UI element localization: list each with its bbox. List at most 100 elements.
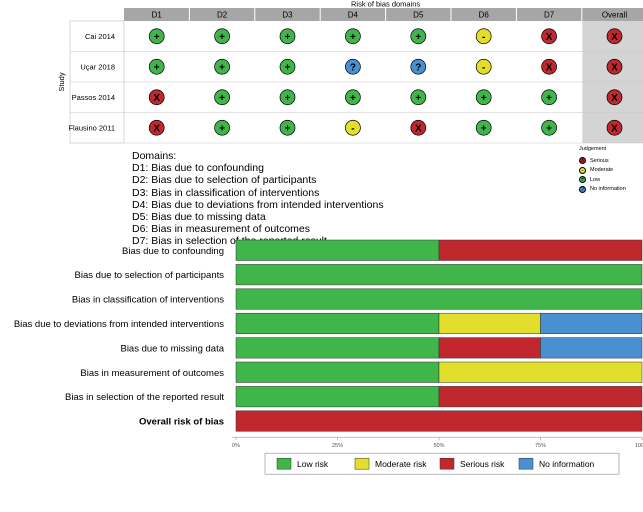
serious-icon — [410, 119, 427, 136]
bar-legend-label: Moderate risk — [375, 459, 427, 469]
bar-segment — [235, 239, 440, 261]
judgement-symbol: ? — [415, 62, 421, 73]
column-header-overall: Overall — [602, 11, 628, 20]
judgement-symbol: X — [611, 62, 618, 73]
low-icon — [279, 28, 296, 45]
study-axis-label: Study — [57, 72, 66, 91]
category-label: Bias in selection of the reported result — [65, 392, 224, 403]
bar-legend-swatch — [354, 457, 370, 470]
column-header-d5: D5 — [413, 11, 424, 20]
low-icon — [148, 58, 165, 75]
judgement-symbol: + — [219, 32, 225, 43]
low-icon — [279, 119, 296, 136]
bar-legend-label: Serious risk — [460, 459, 505, 469]
serious-icon — [606, 89, 623, 106]
judgement-symbol: + — [285, 123, 291, 134]
bar-segment — [235, 337, 440, 359]
bar-segment — [235, 264, 643, 286]
bar-legend-swatch — [439, 457, 455, 470]
judgement-symbol: + — [285, 93, 291, 104]
x-tick-label: 100% — [635, 443, 643, 449]
bar-segment — [438, 361, 643, 383]
traffic-light-plot: Risk of bias domains D1 D2 D3 D4 D5 D6 D7 Overal… — [57, 0, 643, 144]
judgement-symbol: + — [219, 123, 225, 134]
category-label: Bias due to selection of participants — [75, 270, 225, 281]
bar-segment — [540, 312, 643, 334]
no-information-icon — [345, 58, 361, 75]
legend-item-no-information: ? No information — [579, 185, 626, 195]
serious-icon — [606, 58, 623, 75]
column-header-d7: D7 — [544, 11, 555, 20]
bar-legend-label: No information — [539, 459, 595, 469]
bar-segment — [438, 312, 541, 334]
summary-bar-plot: Bias due to confounding Bias due to selec… — [14, 239, 643, 475]
x-tick-label: 25% — [332, 443, 343, 449]
column-header-d4: D4 — [348, 11, 359, 20]
domains-key: Domains: D1: Bias due to confounding D2:… — [132, 150, 384, 248]
bar-segment — [235, 386, 440, 408]
moderate-icon: - — [579, 166, 586, 174]
category-label: Overall risk of bias — [139, 417, 224, 428]
bar-segment — [438, 337, 541, 359]
x-tick-label: 50% — [433, 443, 444, 449]
moderate-icon — [345, 119, 361, 136]
judgement-symbol: + — [481, 123, 487, 134]
bar-segment — [438, 239, 643, 261]
judgement-symbol: + — [546, 93, 552, 104]
category-label: Bias in measurement of outcomes — [80, 368, 224, 379]
judgement-symbol: + — [481, 93, 487, 104]
judgement-symbol: X — [546, 32, 553, 43]
serious-icon — [541, 28, 557, 45]
legend-label-no-information: No information — [590, 186, 626, 193]
serious-icon — [606, 28, 623, 45]
judgement-symbol: ? — [350, 62, 356, 73]
bar-legend-label: Low risk — [297, 459, 329, 469]
low-icon — [541, 119, 557, 136]
low-icon — [475, 119, 492, 136]
domain-d2-text: D2: Bias due to selection of participant… — [132, 174, 317, 187]
low-icon — [475, 89, 492, 106]
serious-icon — [541, 58, 557, 75]
legend-item-low: + Low — [579, 175, 626, 185]
low-icon — [214, 89, 230, 106]
domains-axis-title: Risk of bias domains — [351, 0, 420, 9]
domain-d5-text: D5: Bias due to missing data — [132, 211, 266, 224]
judgement-symbol: X — [153, 123, 160, 134]
low-icon — [214, 58, 230, 75]
low-icon: + — [579, 176, 586, 184]
column-header-d6: D6 — [479, 11, 490, 20]
serious-icon — [148, 119, 165, 136]
low-icon — [214, 119, 230, 136]
judgement-legend-title: Judgement — [579, 146, 607, 152]
judgement-symbol: + — [154, 62, 160, 73]
judgement-symbol: - — [351, 123, 354, 134]
no-information-icon: ? — [579, 185, 586, 193]
judgement-symbol: + — [219, 93, 225, 104]
study-label: Cai 2014 — [85, 32, 115, 41]
judgement-symbol: - — [482, 32, 485, 43]
judgement-symbol: - — [482, 62, 485, 73]
serious-icon: X — [579, 157, 586, 165]
low-icon — [279, 89, 296, 106]
category-label: Bias due to missing data — [120, 343, 224, 354]
category-label: Bias due to confounding — [122, 246, 224, 257]
domain-d4-text: D4: Bias due to deviations from intended… — [132, 198, 384, 211]
judgement-symbol: + — [285, 32, 291, 43]
column-header-d1: D1 — [152, 11, 163, 20]
moderate-icon — [475, 28, 492, 45]
domain-d6-text: D6: Bias in measurement of outcomes — [132, 223, 310, 236]
low-icon — [279, 58, 296, 75]
x-tick-label: 75% — [535, 443, 546, 449]
domain-d1-text: D1: Bias due to confounding — [132, 162, 264, 175]
domain-d3-text: D3: Bias in classification of interventi… — [132, 186, 320, 199]
bar-segment — [438, 386, 643, 408]
legend-label-serious: Serious — [590, 157, 609, 164]
category-label: Bias due to deviations from intended int… — [14, 319, 224, 330]
low-icon — [214, 28, 230, 45]
judgement-symbol: X — [415, 123, 422, 134]
column-header-d2: D2 — [217, 11, 228, 20]
serious-icon — [606, 119, 623, 136]
judgement-symbol: + — [415, 32, 421, 43]
judgement-symbol: X — [546, 62, 553, 73]
judgement-symbol: X — [153, 93, 160, 104]
